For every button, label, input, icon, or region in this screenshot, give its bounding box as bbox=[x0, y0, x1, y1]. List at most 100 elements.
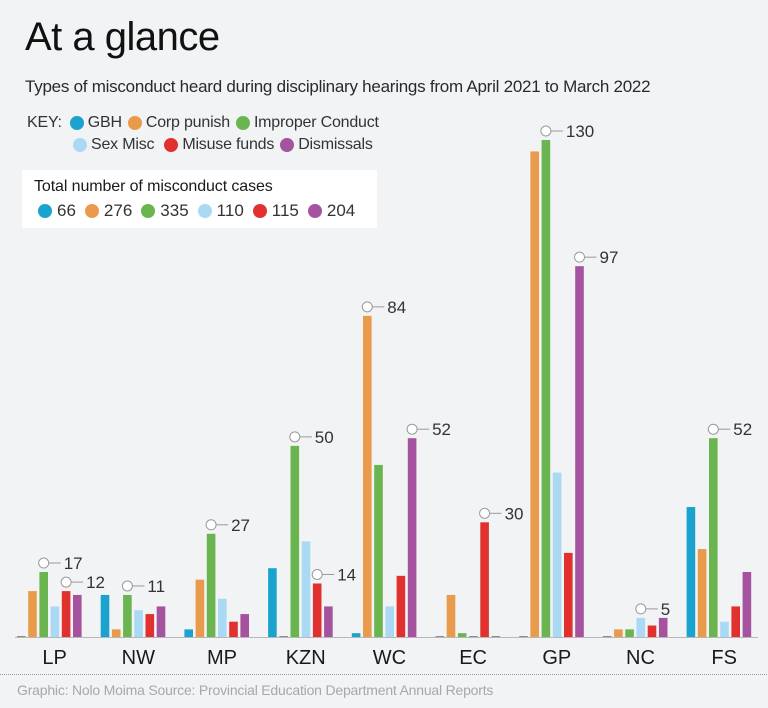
legend-swatch-icon bbox=[280, 138, 295, 152]
bar-mp-misuse-funds bbox=[229, 621, 238, 637]
bar-ec-corp-punish bbox=[446, 594, 456, 637]
chart-subtitle: Types of misconduct heard during discipl… bbox=[25, 77, 651, 96]
bar-mp-sex-misc bbox=[218, 598, 227, 637]
data-label-nw-improper-conduct: 11 bbox=[121, 577, 165, 596]
bar-ec-gbh bbox=[435, 636, 445, 638]
data-label-text: 12 bbox=[86, 573, 105, 592]
bar-nc-improper-conduct bbox=[625, 629, 634, 637]
bar-nc-corp-punish bbox=[614, 629, 623, 637]
bar-kzn-improper-conduct bbox=[290, 445, 300, 637]
bar-nw-improper-conduct bbox=[123, 594, 132, 637]
data-label-text: 27 bbox=[231, 516, 250, 535]
data-label-nc-sex-misc: 5 bbox=[635, 600, 670, 619]
bar-ec-sex-misc bbox=[469, 636, 478, 638]
data-label-wc-corp-punish: 84 bbox=[361, 298, 406, 317]
total-corp-punish: 276 bbox=[84, 201, 133, 221]
total-swatch-icon bbox=[84, 204, 99, 218]
legend-item-gbh: GBH bbox=[69, 113, 122, 133]
total-value: 115 bbox=[271, 201, 299, 220]
legend-item-sex-misc: Sex Misc bbox=[73, 135, 155, 155]
total-swatch-icon bbox=[141, 204, 156, 218]
marker-circle-icon bbox=[406, 423, 418, 435]
totals-panel: Total number of misconduct cases 66 276 … bbox=[22, 170, 377, 228]
data-label-text: 30 bbox=[505, 504, 524, 523]
bar-nc-gbh bbox=[602, 636, 612, 638]
legend-row-2: Sex Misc Misuse funds Dismissals bbox=[73, 135, 379, 155]
data-label-text: 50 bbox=[315, 428, 334, 447]
bar-fs-gbh bbox=[686, 507, 696, 637]
data-label-text: 14 bbox=[337, 565, 356, 584]
data-label-text: 11 bbox=[147, 577, 165, 596]
data-label-text: 17 bbox=[64, 554, 83, 573]
bar-wc-improper-conduct bbox=[374, 464, 383, 637]
bar-lp-misuse-funds bbox=[61, 591, 71, 637]
legend-item-label: Improper Conduct bbox=[253, 114, 379, 131]
bar-gp-gbh bbox=[519, 636, 528, 638]
total-value: 66 bbox=[57, 201, 76, 220]
legend-swatch-icon bbox=[73, 138, 87, 152]
bar-nc-sex-misc bbox=[636, 617, 646, 637]
bar-ec-misuse-funds bbox=[480, 522, 489, 637]
marker-circle-icon bbox=[60, 576, 72, 588]
bar-lp-sex-misc bbox=[50, 606, 60, 637]
bar-mp-improper-conduct bbox=[206, 533, 216, 637]
bars-layer bbox=[17, 140, 752, 638]
bar-lp-corp-punish bbox=[28, 591, 37, 637]
legend-swatch-icon bbox=[69, 116, 84, 130]
bar-kzn-sex-misc bbox=[301, 541, 311, 637]
bar-fs-misuse-funds bbox=[731, 606, 740, 637]
x-tick-label: WC bbox=[373, 647, 406, 669]
data-label-text: 97 bbox=[600, 248, 619, 267]
data-label-lp-misuse-funds: 12 bbox=[60, 573, 105, 592]
bar-lp-dismissals bbox=[73, 594, 82, 637]
data-label-lp-improper-conduct: 17 bbox=[38, 554, 83, 573]
legend-item-label: Sex Misc bbox=[91, 136, 155, 153]
bar-nw-misuse-funds bbox=[145, 614, 155, 637]
data-label-text: 5 bbox=[661, 600, 670, 619]
marker-circle-icon bbox=[479, 507, 491, 519]
legend-item-misuse-funds: Misuse funds bbox=[164, 135, 274, 155]
legend-item-label: Corp punish bbox=[145, 114, 230, 131]
legend-item-improper-conduct: Improper Conduct bbox=[235, 113, 379, 133]
bar-lp-gbh bbox=[17, 636, 26, 638]
marker-circle-icon bbox=[707, 423, 719, 435]
bar-nc-misuse-funds bbox=[647, 625, 657, 637]
legend-item-label: GBH bbox=[87, 114, 122, 131]
legend-row-1: KEY: GBH Corp punish Improper Conduct bbox=[27, 113, 385, 133]
bar-wc-dismissals bbox=[407, 438, 417, 637]
x-tick-label: EC bbox=[459, 647, 487, 669]
data-label-mp-improper-conduct: 27 bbox=[205, 516, 250, 535]
bar-gp-improper-conduct bbox=[541, 140, 551, 637]
total-misuse-funds: 115 bbox=[252, 201, 299, 221]
x-axis-labels: LP NW MP KZN WC EC GP NC FS bbox=[42, 647, 737, 669]
legend-item-corp-punish: Corp punish bbox=[127, 113, 230, 133]
total-value: 204 bbox=[326, 201, 356, 220]
source-credit: Graphic: Nolo Moima Source: Provincial E… bbox=[17, 682, 494, 698]
bar-fs-dismissals bbox=[742, 572, 752, 637]
x-tick-label: LP bbox=[42, 647, 66, 669]
data-label-fs-improper-conduct: 52 bbox=[707, 420, 752, 439]
legend-swatch-icon bbox=[164, 138, 179, 152]
x-tick-label: KZN bbox=[286, 647, 326, 669]
marker-circle-icon bbox=[540, 125, 552, 137]
bar-mp-dismissals bbox=[240, 614, 249, 637]
bar-wc-gbh bbox=[351, 633, 361, 637]
marker-circle-icon bbox=[38, 557, 50, 569]
total-value: 110 bbox=[216, 201, 244, 220]
chart-title: At a glance bbox=[25, 15, 220, 59]
marker-circle-icon bbox=[361, 301, 373, 313]
bar-ec-dismissals bbox=[491, 636, 501, 638]
total-swatch-icon bbox=[252, 204, 267, 218]
bar-kzn-gbh bbox=[268, 568, 277, 637]
bar-kzn-dismissals bbox=[324, 606, 333, 637]
bar-gp-misuse-funds bbox=[564, 552, 573, 637]
legend-item-label: Dismissals bbox=[298, 136, 373, 153]
total-value: 276 bbox=[103, 201, 133, 220]
bar-nw-sex-misc bbox=[134, 610, 143, 637]
marker-circle-icon bbox=[205, 519, 217, 531]
data-label-gp-dismissals: 97 bbox=[574, 248, 619, 267]
total-value: 335 bbox=[160, 201, 189, 220]
marker-circle-icon bbox=[289, 431, 301, 443]
data-label-text: 84 bbox=[387, 298, 406, 317]
